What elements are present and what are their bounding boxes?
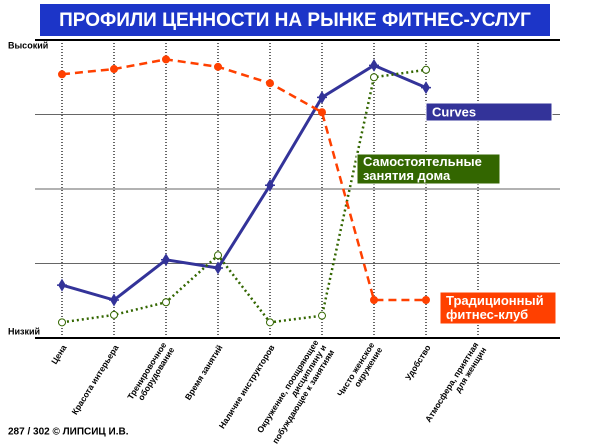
marker [318, 311, 326, 320]
legend-label: Curves [432, 104, 476, 119]
x-tick-label: Удобство [403, 343, 433, 382]
marker [369, 58, 379, 72]
footer: 287 / 302 © ЛИПСИЦ И.В. [8, 427, 129, 438]
marker [58, 318, 66, 327]
marker [161, 253, 171, 267]
marker [370, 73, 378, 82]
x-tick-label: Тренировочноеоборудование [125, 340, 176, 406]
legend-box [425, 102, 553, 122]
marker [265, 178, 275, 192]
marker [317, 90, 327, 104]
y-tick-label: Высокий [8, 40, 48, 50]
x-tick-label: Цена [49, 343, 69, 366]
marker [214, 62, 222, 71]
legend-box [439, 291, 557, 325]
x-tick-label: Красота интерьера [70, 343, 121, 417]
x-tick-label: Чисто женскоеокружение [335, 340, 384, 403]
legend-label: Традиционный фитнес-клуб [446, 293, 544, 322]
legend-label: Самостоятельные занятия дома [363, 154, 482, 183]
marker [266, 79, 274, 88]
marker [422, 65, 430, 74]
chart-title: ПРОФИЛИ ЦЕННОСТИ НА РЫНКЕ ФИТНЕС-УСЛУГ [59, 10, 531, 31]
marker [318, 108, 326, 117]
marker [110, 310, 118, 319]
marker [214, 251, 222, 260]
marker [421, 81, 431, 95]
series-line [61, 63, 427, 302]
x-tick-label: Атмосфера, приятнаядля женщин [423, 340, 488, 429]
marker [110, 65, 118, 74]
series-line [61, 68, 427, 324]
marker [58, 70, 66, 79]
marker [162, 298, 170, 307]
marker [213, 261, 223, 275]
marker [422, 296, 430, 305]
legend-box [356, 153, 501, 185]
marker [266, 318, 274, 327]
x-tick-label: Время занятий [183, 343, 225, 402]
series-line [61, 58, 426, 302]
title-banner [40, 4, 550, 36]
marker [370, 296, 378, 305]
marker [57, 278, 67, 292]
y-tick-label: Низкий [8, 326, 40, 336]
marker [109, 293, 119, 307]
marker [162, 55, 170, 64]
